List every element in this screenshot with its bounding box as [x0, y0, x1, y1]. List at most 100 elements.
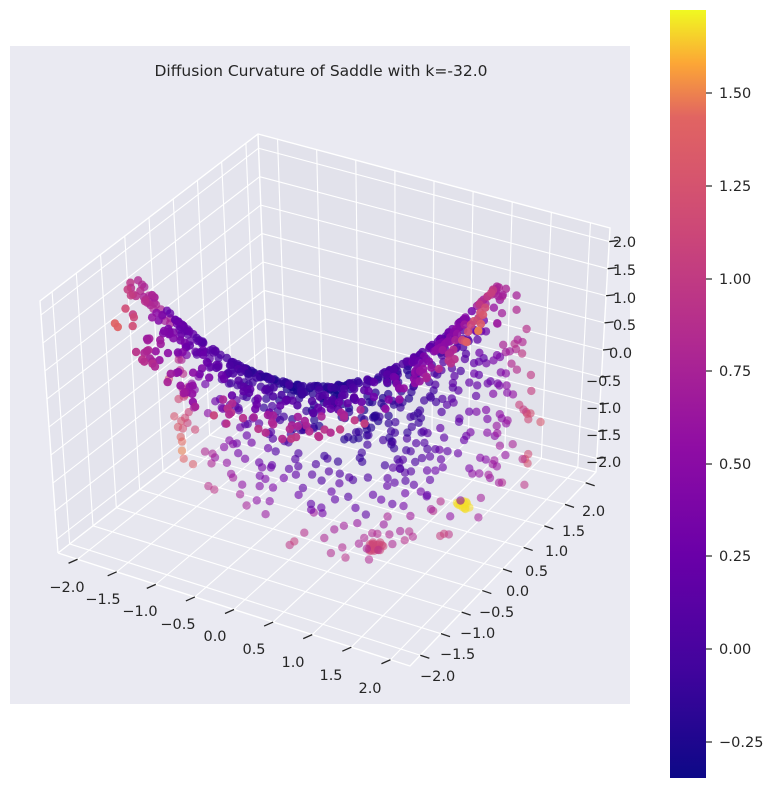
data-point [268, 483, 278, 492]
data-point [163, 348, 173, 358]
y-tick-label: 1.5 [562, 524, 585, 540]
data-point [166, 369, 175, 378]
data-point [341, 553, 350, 562]
data-point [330, 495, 340, 504]
data-point [320, 451, 329, 461]
data-point [269, 420, 278, 429]
data-point [255, 458, 264, 467]
data-point [472, 407, 481, 416]
data-point [426, 505, 436, 514]
data-point [308, 408, 318, 418]
grid-line [42, 176, 261, 344]
data-point [353, 519, 362, 528]
data-point [338, 543, 347, 552]
colorbar [670, 10, 706, 778]
data-point [369, 378, 379, 387]
data-point [286, 434, 296, 443]
data-point [444, 350, 453, 359]
data-point [147, 313, 157, 322]
data-point [383, 512, 392, 521]
data-point [343, 399, 352, 408]
data-point [515, 400, 524, 409]
data-point [501, 450, 510, 460]
data-point [307, 396, 317, 406]
data-point [261, 510, 270, 519]
data-point [380, 461, 390, 470]
data-point [520, 480, 529, 489]
data-point [501, 284, 511, 293]
x-axis-tick-labels: −2.0 −1.5 −1.0 −0.5 0.0 0.5 1.0 1.5 2.0 [49, 580, 381, 697]
data-point [326, 404, 335, 413]
data-point [406, 511, 415, 521]
data-point [476, 453, 485, 462]
data-point [298, 483, 308, 493]
data-point [330, 383, 339, 392]
data-point [193, 336, 202, 346]
colorbar-tick-label: 0.75 [719, 364, 751, 380]
data-point [360, 419, 369, 428]
data-point [293, 401, 302, 410]
data-point [238, 413, 248, 423]
data-point [317, 476, 326, 485]
z-axis-tick-labels: −2.0 −1.5 −1.0 −0.5 0.0 0.5 1.0 1.5 2.0 [586, 235, 636, 471]
data-point [243, 369, 252, 378]
data-point [188, 460, 198, 469]
data-point [434, 364, 443, 374]
data-point [377, 495, 386, 504]
z-tick-label: −1.0 [586, 401, 621, 417]
z-tick-label: 0.0 [609, 346, 632, 362]
data-point [185, 327, 194, 336]
data-point [383, 481, 392, 490]
data-point [291, 470, 301, 479]
x-tick-label: −2.0 [49, 580, 84, 596]
x-tick [68, 558, 78, 564]
data-point [335, 469, 344, 478]
data-point [226, 379, 236, 388]
data-point [173, 348, 183, 357]
data-point [416, 487, 425, 496]
data-point [222, 458, 232, 467]
data-point [293, 412, 302, 422]
data-point [357, 448, 366, 457]
data-point [393, 455, 402, 464]
data-point [423, 490, 432, 500]
data-point [447, 394, 456, 403]
data-point [279, 473, 288, 483]
data-point [285, 424, 294, 434]
data-point [493, 429, 502, 438]
data-point [422, 466, 432, 475]
data-point [234, 449, 243, 458]
z-tick [607, 267, 617, 270]
data-point [476, 319, 486, 329]
data-point [343, 433, 353, 442]
grid-line [40, 147, 259, 316]
data-point [129, 313, 139, 322]
data-point [294, 449, 303, 458]
data-point [483, 379, 492, 388]
data-point [489, 389, 498, 398]
data-point [390, 478, 399, 487]
data-point [210, 485, 219, 494]
data-point [263, 444, 273, 453]
data-point [259, 403, 269, 412]
data-point [502, 381, 511, 390]
z-tick-label: 1.0 [613, 291, 636, 307]
data-point [178, 424, 188, 433]
y-tick [461, 611, 471, 616]
data-point [503, 388, 512, 397]
data-point [247, 438, 256, 447]
data-point [363, 440, 372, 449]
data-point [218, 395, 228, 404]
data-point [527, 386, 536, 396]
data-point [425, 475, 435, 485]
data-point [339, 521, 349, 530]
data-point [284, 381, 294, 390]
data-point [400, 536, 409, 545]
data-point [466, 428, 475, 437]
data-point [278, 434, 287, 444]
data-point [438, 394, 447, 404]
data-point [369, 392, 379, 402]
data-point [126, 291, 136, 300]
data-point [384, 395, 393, 404]
data-point [484, 470, 493, 479]
